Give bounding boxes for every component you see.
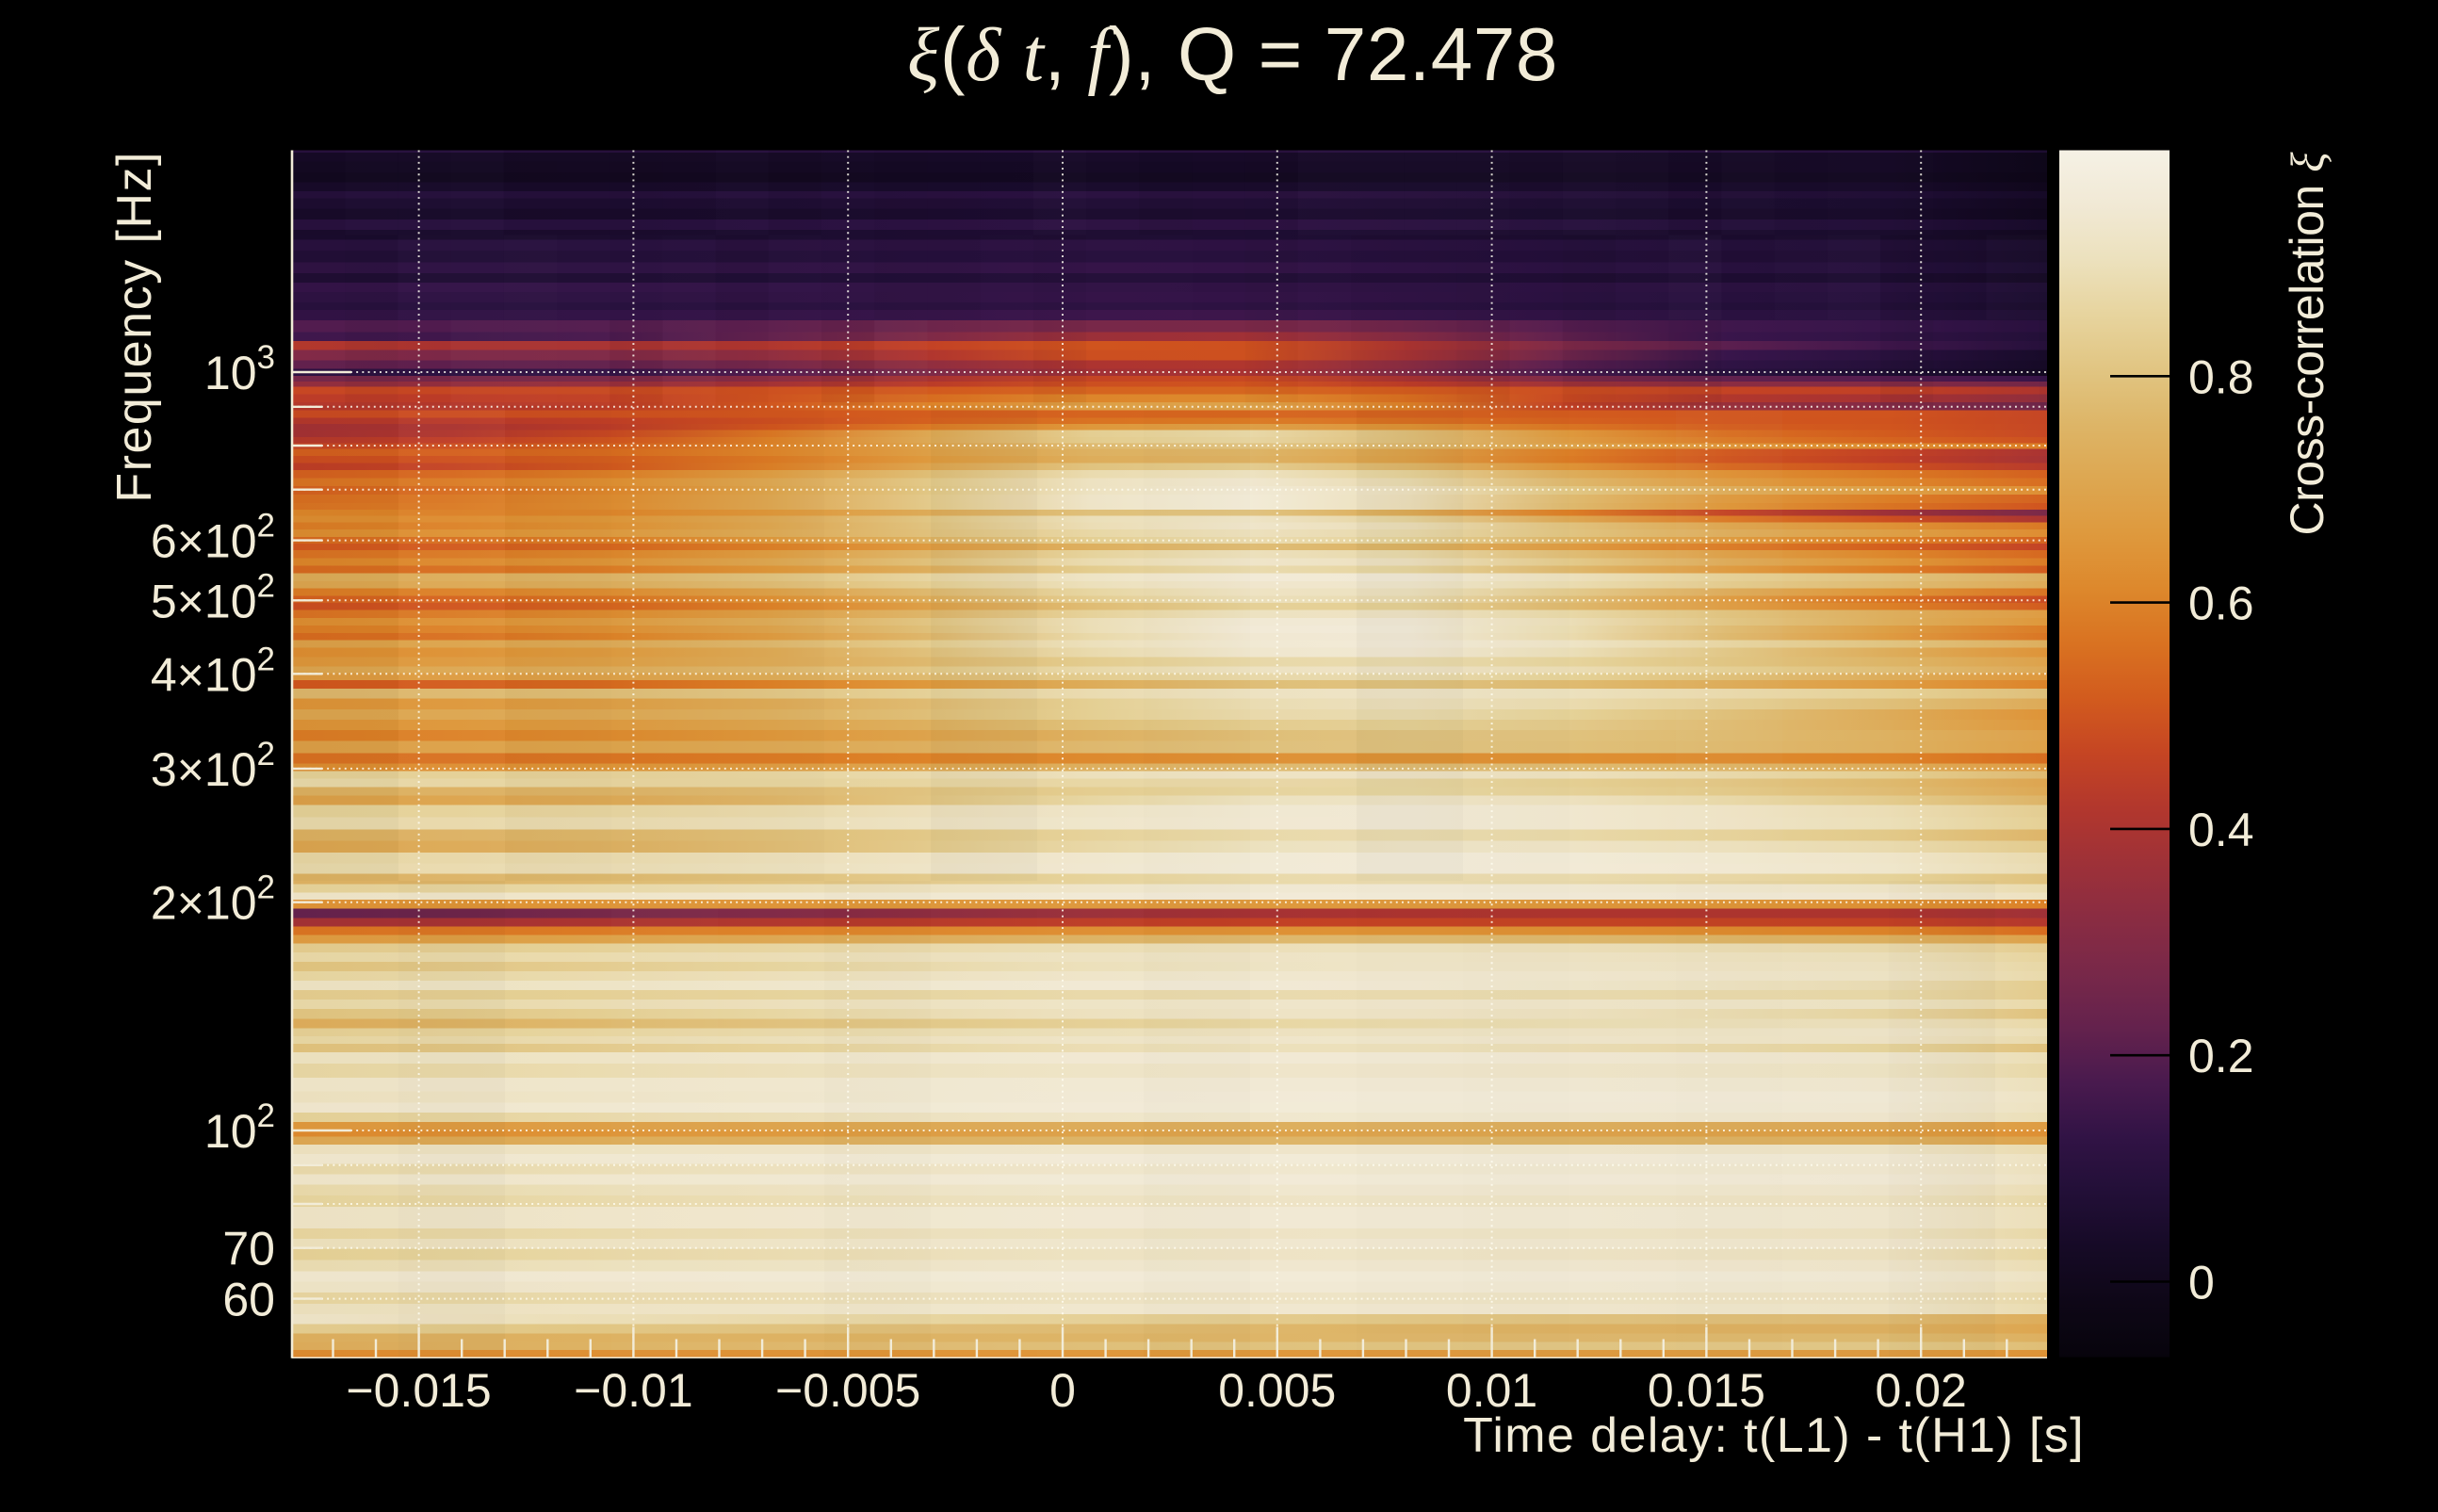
svg-text:0.015: 0.015	[1648, 1364, 1765, 1417]
svg-text:60: 60	[222, 1274, 275, 1326]
svg-text:0.6: 0.6	[2188, 577, 2254, 630]
svg-text:−0.015: −0.015	[346, 1364, 491, 1417]
svg-text:70: 70	[222, 1223, 275, 1276]
svg-text:−0.01: −0.01	[574, 1364, 693, 1417]
svg-text:0: 0	[2188, 1257, 2215, 1309]
svg-text:ξ(δ t, f), Q = 72.478: ξ(δ t, f), Q = 72.478	[907, 12, 1558, 97]
svg-text:Frequency [Hz]: Frequency [Hz]	[107, 151, 162, 503]
svg-text:0.01: 0.01	[1446, 1364, 1537, 1417]
svg-text:Cross-correlation ξ: Cross-correlation ξ	[2281, 152, 2333, 536]
svg-text:0: 0	[1049, 1364, 1076, 1417]
svg-text:0.2: 0.2	[2188, 1030, 2254, 1082]
svg-text:5×102: 5×102	[151, 568, 275, 628]
svg-text:−0.005: −0.005	[775, 1364, 920, 1417]
svg-text:6×102: 6×102	[151, 508, 275, 568]
svg-text:0.02: 0.02	[1876, 1364, 1967, 1417]
svg-text:4×102: 4×102	[151, 641, 275, 701]
svg-text:0.8: 0.8	[2188, 350, 2254, 403]
svg-text:0.4: 0.4	[2188, 804, 2254, 856]
svg-text:Time delay: t(L1) - t(H1) [s]: Time delay: t(L1) - t(H1) [s]	[1463, 1408, 2085, 1463]
svg-text:3×102: 3×102	[151, 736, 275, 796]
svg-text:0.005: 0.005	[1218, 1364, 1336, 1417]
svg-text:2×102: 2×102	[151, 870, 275, 930]
